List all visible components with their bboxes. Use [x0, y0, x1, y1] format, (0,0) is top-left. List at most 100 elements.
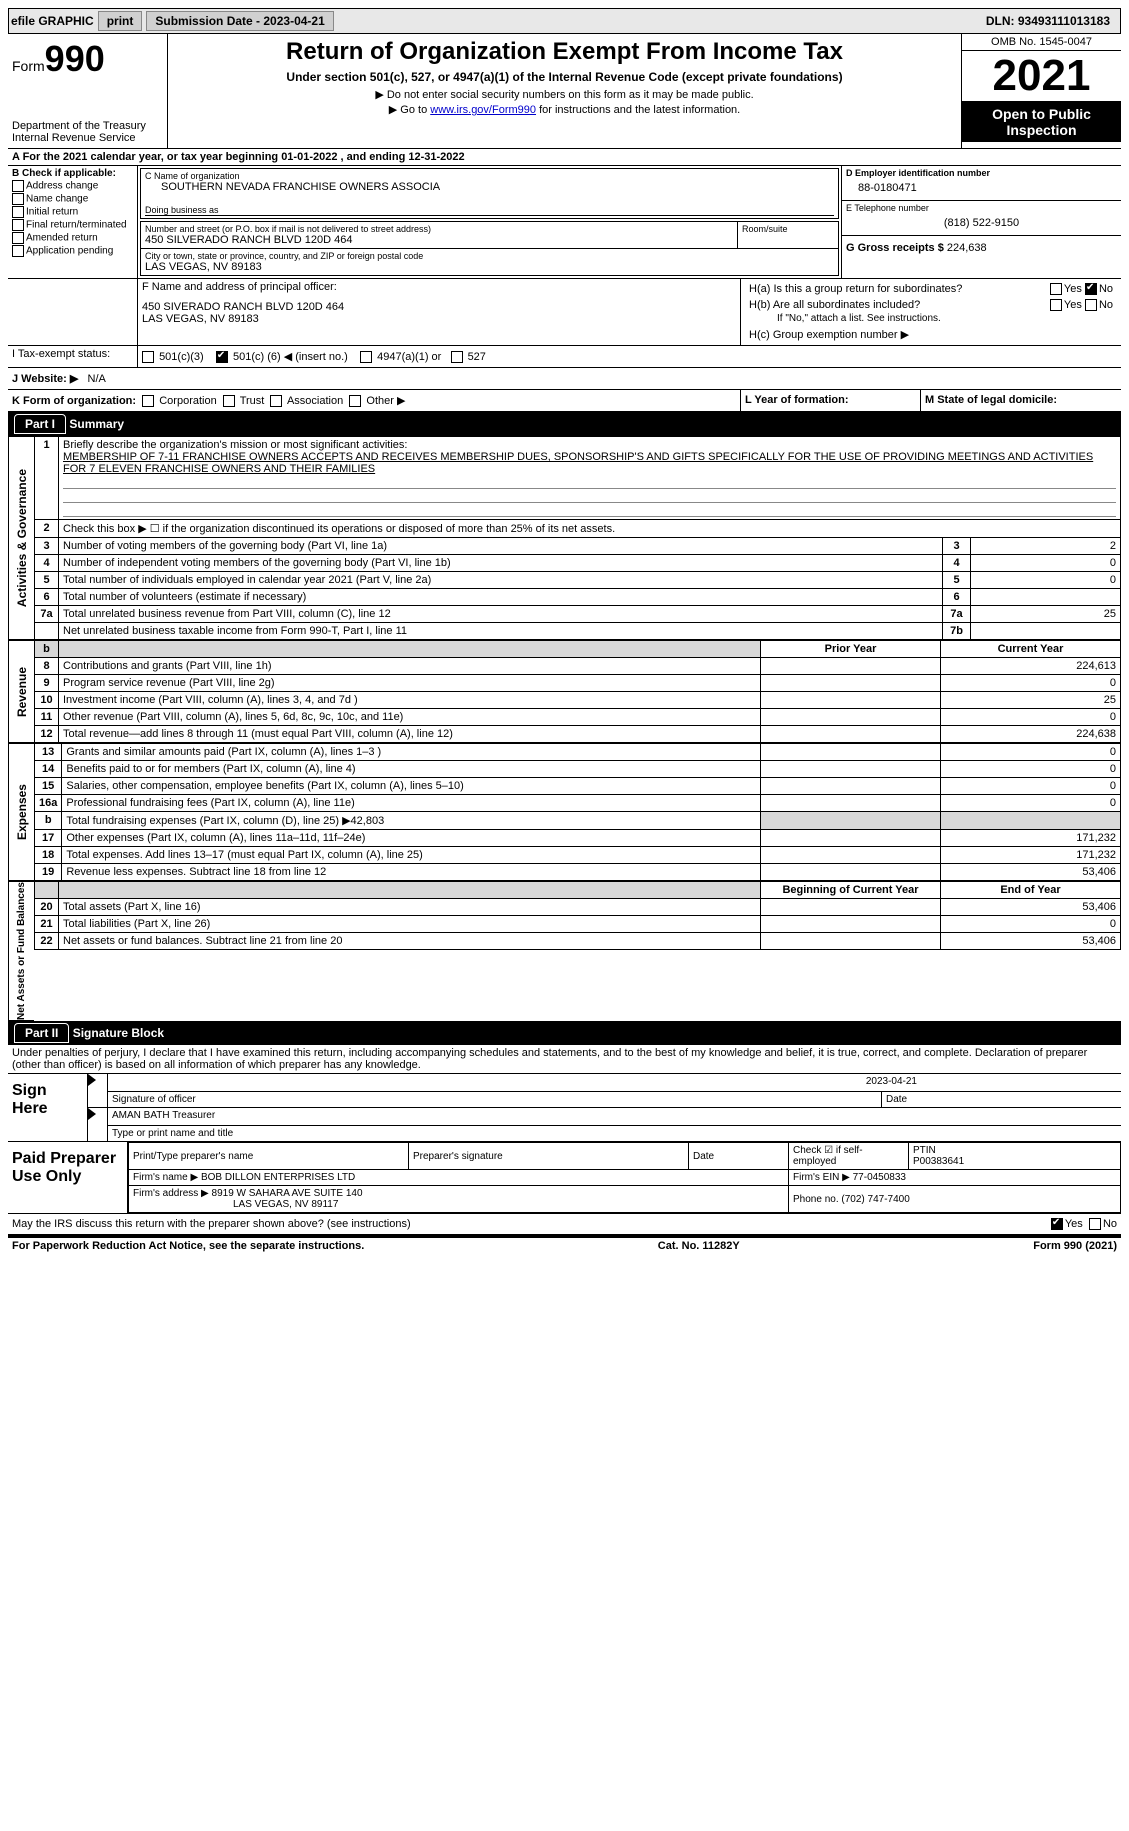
table-row: Net unrelated business taxable income fr…	[35, 623, 1121, 640]
section-l: L Year of formation:	[741, 390, 921, 411]
pra-notice: For Paperwork Reduction Act Notice, see …	[12, 1240, 364, 1252]
type-name-label: Type or print name and title	[108, 1126, 1121, 1141]
checkbox-icon	[12, 206, 24, 218]
hb-yesno: Yes No	[1050, 299, 1113, 311]
checkbox-icon	[12, 180, 24, 192]
officer-addr2: LAS VEGAS, NV 89183	[142, 313, 736, 325]
paid-preparer-label: Paid Preparer Use Only	[8, 1142, 128, 1213]
paid-preparer-table: Print/Type preparer's name Preparer's si…	[128, 1142, 1121, 1213]
gross-receipts-value: 224,638	[947, 242, 987, 254]
table-row: 22Net assets or fund balances. Subtract …	[35, 933, 1121, 950]
table-row: 9Program service revenue (Part VIII, lin…	[35, 675, 1121, 692]
row-j-website: J Website: ▶ N/A	[8, 368, 1121, 390]
firm-addr-label: Firm's address ▶	[133, 1188, 209, 1199]
pp-check-label: Check ☑ if self-employed	[789, 1143, 909, 1170]
checkbox-icon[interactable]	[270, 395, 282, 407]
opt-527: 527	[468, 351, 486, 363]
summary-table-exp: 13Grants and similar amounts paid (Part …	[34, 743, 1121, 881]
check-address-change[interactable]: Address change	[12, 180, 133, 192]
firm-addr2: LAS VEGAS, NV 89117	[133, 1199, 338, 1210]
pp-date-label: Date	[689, 1143, 789, 1170]
checkbox-icon[interactable]	[1050, 283, 1062, 295]
pp-name-label: Print/Type preparer's name	[129, 1143, 409, 1170]
checkbox-icon	[12, 245, 24, 257]
section-b-label: B Check if applicable:	[12, 168, 133, 179]
firm-addr1: 8919 W SAHARA AVE SUITE 140	[212, 1188, 363, 1199]
row-i-tax-exempt: I Tax-exempt status: 501(c)(3) 501(c) (6…	[8, 346, 1121, 368]
tab-ag-label: Activities & Governance	[15, 469, 29, 607]
firm-phone-value: (702) 747-7400	[841, 1194, 909, 1205]
checkbox-icon[interactable]	[1089, 1218, 1101, 1230]
checkbox-icon[interactable]	[1085, 299, 1097, 311]
org-name-value: SOUTHERN NEVADA FRANCHISE OWNERS ASSOCIA	[145, 181, 834, 193]
checkbox-icon[interactable]	[223, 395, 235, 407]
checkbox-icon	[12, 232, 24, 244]
check-application-pending[interactable]: Application pending	[12, 245, 133, 257]
line2-text: Check this box ▶ ☐ if the organization d…	[59, 520, 1121, 538]
print-button[interactable]: print	[98, 11, 143, 31]
city-label: City or town, state or province, country…	[145, 251, 834, 261]
section-b-checks: B Check if applicable: Address change Na…	[8, 166, 138, 278]
paid-preparer-row: Paid Preparer Use Only Print/Type prepar…	[8, 1142, 1121, 1214]
table-row: 18Total expenses. Add lines 13–17 (must …	[35, 847, 1121, 864]
checkbox-icon	[12, 219, 24, 231]
topbar: efile GRAPHIC print Submission Date - 20…	[8, 8, 1121, 34]
check-initial-return[interactable]: Initial return	[12, 206, 133, 218]
table-row: 6Total number of volunteers (estimate if…	[35, 589, 1121, 606]
part2-bar: Part II Signature Block	[8, 1021, 1121, 1045]
sig-date-value: 2023-04-21	[866, 1076, 1117, 1089]
opt-501c3: 501(c)(3)	[159, 351, 204, 363]
summary-table-rev: bPrior YearCurrent Year 8Contributions a…	[34, 640, 1121, 743]
table-row: 8Contributions and grants (Part VIII, li…	[35, 658, 1121, 675]
check-name-change[interactable]: Name change	[12, 193, 133, 205]
goto-post: for instructions and the latest informat…	[536, 104, 740, 116]
table-row: 7aTotal unrelated business revenue from …	[35, 606, 1121, 623]
officer-name: AMAN BATH Treasurer	[108, 1108, 1121, 1126]
website-note: ▶ Go to www.irs.gov/Form990 for instruct…	[172, 103, 957, 116]
cat-number: Cat. No. 11282Y	[658, 1240, 740, 1252]
line1-label: Briefly describe the organization's miss…	[63, 439, 407, 451]
street-label: Number and street (or P.O. box if mail i…	[145, 224, 733, 234]
form-title-box: Return of Organization Exempt From Incom…	[168, 34, 961, 148]
checkbox-icon[interactable]	[360, 351, 372, 363]
ein-label: D Employer identification number	[846, 168, 1117, 178]
part1-bar: Part I Summary	[8, 412, 1121, 436]
table-row: 10Investment income (Part VIII, column (…	[35, 692, 1121, 709]
discuss-text: May the IRS discuss this return with the…	[12, 1218, 411, 1230]
hc-label: H(c) Group exemption number ▶	[745, 326, 1117, 343]
officer-addr1: 450 SIVERADO RANCH BLVD 120D 464	[142, 301, 736, 313]
sign-here-row: Sign Here 2023-04-21 Signature of office…	[8, 1074, 1121, 1142]
dba-label: Doing business as	[145, 205, 834, 216]
hdr-end-year: End of Year	[941, 882, 1121, 899]
checkbox-icon[interactable]	[451, 351, 463, 363]
no-label: No	[1103, 1218, 1117, 1230]
section-c: C Name of organization SOUTHERN NEVADA F…	[138, 166, 841, 278]
checkbox-icon[interactable]	[1085, 283, 1097, 295]
ptin-label: PTIN	[913, 1145, 936, 1156]
checkbox-icon[interactable]	[1050, 299, 1062, 311]
check-amended[interactable]: Amended return	[12, 232, 133, 244]
discuss-row: May the IRS discuss this return with the…	[8, 1214, 1121, 1236]
opt-4947: 4947(a)(1) or	[377, 351, 441, 363]
table-row: 11Other revenue (Part VIII, column (A), …	[35, 709, 1121, 726]
ha-label: H(a) Is this a group return for subordin…	[749, 283, 989, 295]
checkbox-icon[interactable]	[1051, 1218, 1063, 1230]
check-label: Amended return	[26, 233, 98, 244]
hdr-current-year: Current Year	[941, 641, 1121, 658]
table-row: 20Total assets (Part X, line 16)53,406	[35, 899, 1121, 916]
checkbox-icon[interactable]	[142, 351, 154, 363]
firm-ein-value: 77-0450833	[853, 1172, 906, 1183]
checkbox-icon[interactable]	[142, 395, 154, 407]
opt-other: Other ▶	[366, 395, 405, 407]
firm-name-label: Firm's name ▶	[133, 1172, 198, 1183]
hb-note: If "No," attach a list. See instructions…	[745, 313, 1117, 326]
table-row: 17Other expenses (Part IX, column (A), l…	[35, 830, 1121, 847]
firm-name-value: BOB DILLON ENTERPRISES LTD	[201, 1172, 355, 1183]
checkbox-icon[interactable]	[216, 351, 228, 363]
checkbox-icon[interactable]	[349, 395, 361, 407]
irs-link[interactable]: www.irs.gov/Form990	[430, 104, 536, 116]
form-org-label: K Form of organization:	[12, 395, 136, 407]
ptin-value: P00383641	[913, 1156, 964, 1167]
table-row: 12Total revenue—add lines 8 through 11 (…	[35, 726, 1121, 743]
check-final-return[interactable]: Final return/terminated	[12, 219, 133, 231]
